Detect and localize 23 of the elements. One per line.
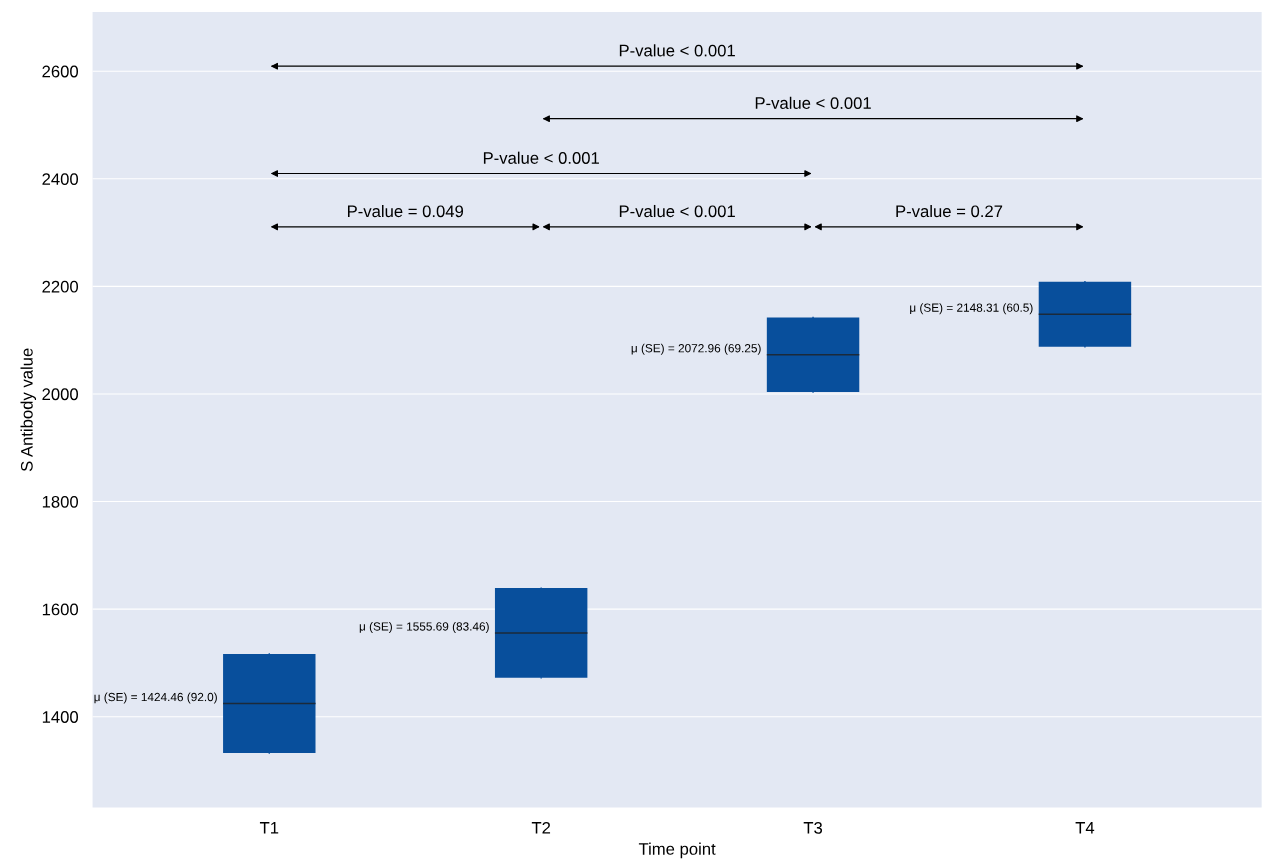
- y-tick-label: 2200: [42, 280, 79, 293]
- y-tick-label: 2600: [42, 65, 79, 78]
- x-axis-title: Time point: [638, 842, 716, 859]
- annotation: P-value = 0.27: [896, 204, 1003, 218]
- y-tick-label: 1800: [42, 495, 79, 508]
- y-axis-title: S Antibody value: [20, 348, 37, 472]
- annotation: P-value < 0.001: [619, 44, 735, 57]
- x-tick-label: T1: [259, 822, 279, 834]
- x-tick-label: T4: [1075, 822, 1095, 834]
- x-tick-label: T2: [531, 821, 551, 834]
- annotation: P-value < 0.001: [755, 96, 871, 109]
- annotation: μ (SE) = 1555.69 (83.46): [359, 621, 489, 633]
- annotation: μ (SE) = 2072.96 (69.25): [631, 343, 761, 355]
- annotation: μ (SE) = 1424.46 (92.0): [94, 692, 217, 704]
- annotation: P-value = 0.049: [347, 204, 464, 218]
- y-tick-label: 1400: [42, 711, 79, 723]
- annotation: P-value < 0.001: [619, 204, 735, 218]
- annotation: P-value < 0.001: [483, 151, 599, 164]
- y-tick-label: 2000: [42, 388, 79, 401]
- y-tick-label: 1600: [42, 603, 79, 616]
- x-tick-label: T3: [803, 821, 823, 834]
- annotation: μ (SE) = 2148.31 (60.5): [910, 303, 1033, 315]
- y-tick-label: 2400: [42, 173, 79, 186]
